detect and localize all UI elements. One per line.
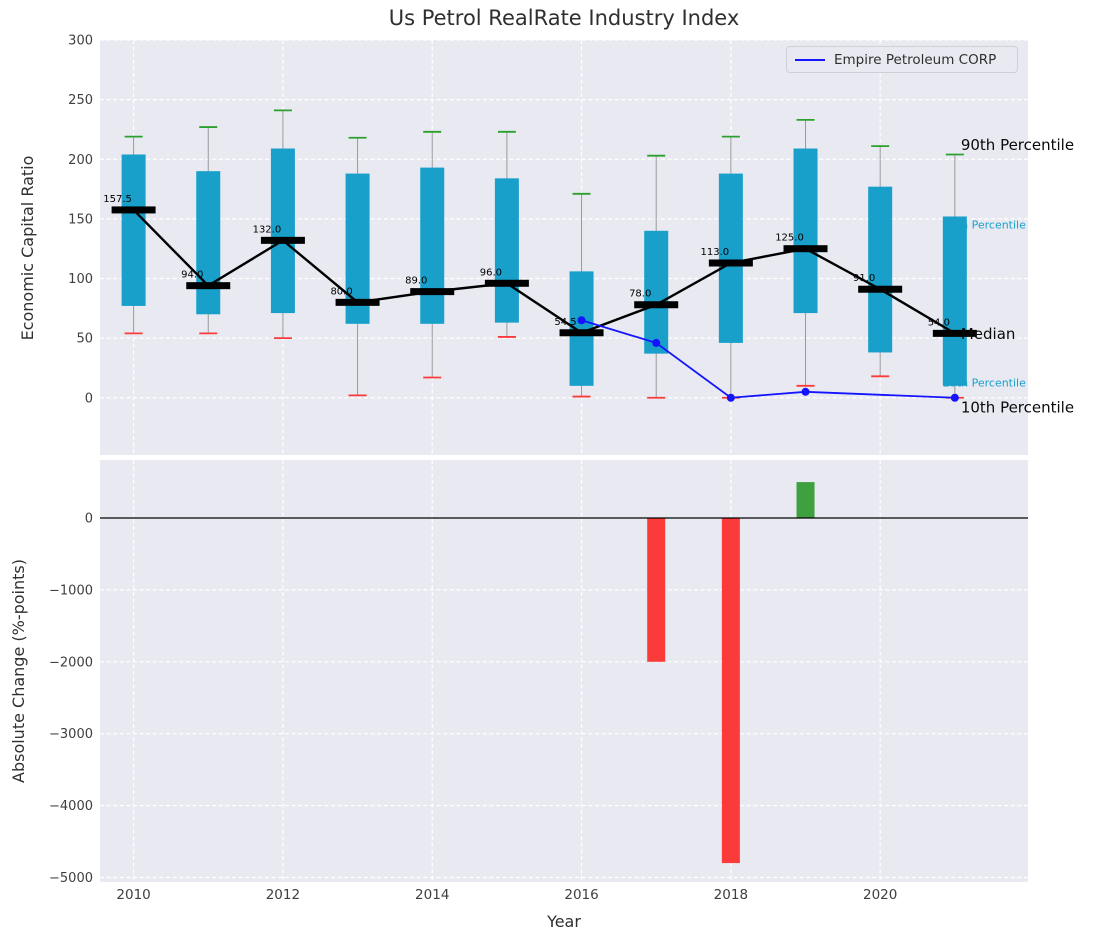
- bottom-y-axis-label: Absolute Change (%-points): [9, 559, 28, 783]
- median-value-label-2019: 125.0: [775, 233, 804, 244]
- bottom-y-tick-label: 0: [85, 512, 93, 527]
- change-bar-2018: [721, 518, 740, 864]
- x-tick-label: 2020: [863, 887, 897, 903]
- bottom-y-tick-label: −2000: [49, 655, 93, 670]
- annotation-75th-percentile: 75th Percentile: [943, 219, 1026, 232]
- bottom-y-tick-label: −5000: [49, 871, 93, 886]
- empire-marker-2016: [577, 316, 586, 325]
- annotation-median: Median: [961, 325, 1016, 343]
- median-marker-2020: [858, 285, 903, 293]
- median-value-label-2021: 54.0: [928, 317, 950, 328]
- median-value-label-2016: 54.5: [554, 317, 576, 328]
- top-y-tick-label: 0: [85, 391, 93, 406]
- iqr-box-2013: [345, 173, 370, 324]
- median-value-label-2012: 132.0: [253, 224, 282, 235]
- iqr-box-2011: [196, 171, 221, 315]
- legend-line-sample: [795, 58, 825, 61]
- annotation-10th-percentile: 10th Percentile: [961, 399, 1074, 417]
- bottom-y-tick-label: −1000: [49, 583, 93, 598]
- x-tick-label: 2010: [116, 887, 150, 903]
- top-y-tick-label: 100: [68, 272, 93, 287]
- empire-marker-2017: [652, 338, 661, 347]
- iqr-box-2017: [644, 230, 669, 354]
- x-tick-label: 2018: [714, 887, 748, 903]
- change-bar-2019: [796, 482, 815, 519]
- median-marker-2011: [186, 282, 231, 290]
- median-value-label-2011: 94.0: [181, 270, 203, 281]
- change-bar-2017: [647, 518, 666, 662]
- x-axis-label: Year: [547, 912, 581, 931]
- iqr-box-2015: [494, 178, 519, 323]
- empire-marker-2019: [801, 387, 810, 396]
- median-marker-2010: [111, 206, 156, 214]
- median-marker-2014: [410, 288, 455, 296]
- median-marker-2019: [783, 245, 828, 253]
- median-marker-2016: [559, 329, 604, 337]
- median-marker-2013: [335, 298, 380, 306]
- median-value-label-2013: 80.0: [330, 286, 352, 297]
- median-value-label-2020: 91.0: [853, 273, 875, 284]
- legend-label: Empire Petroleum CORP: [834, 51, 997, 68]
- median-value-label-2014: 89.0: [405, 276, 427, 287]
- top-y-axis-label: Economic Capital Ratio: [18, 155, 37, 341]
- empire-marker-2021: [950, 393, 959, 402]
- x-tick-label: 2016: [564, 887, 598, 903]
- median-value-label-2015: 96.0: [480, 267, 502, 278]
- top-y-tick-label: 300: [68, 34, 93, 49]
- median-value-label-2017: 78.0: [629, 289, 651, 300]
- median-marker-2018: [708, 259, 753, 267]
- iqr-box-2019: [793, 148, 818, 314]
- iqr-box-2012: [270, 148, 295, 314]
- median-marker-2012: [260, 236, 305, 244]
- iqr-box-2010: [121, 154, 146, 306]
- legend: Empire Petroleum CORP: [786, 46, 1018, 73]
- top-y-tick-label: 150: [68, 212, 93, 227]
- median-marker-2015: [484, 279, 529, 287]
- iqr-box-2021: [942, 216, 967, 386]
- median-marker-2021: [932, 329, 977, 337]
- x-tick-label: 2012: [266, 887, 300, 903]
- empire-marker-2018: [726, 393, 735, 402]
- annotation-90th-percentile: 90th Percentile: [961, 136, 1074, 154]
- iqr-box-2020: [868, 186, 893, 353]
- iqr-box-2014: [420, 167, 445, 324]
- x-tick-label: 2014: [415, 887, 449, 903]
- bottom-y-tick-label: −4000: [49, 799, 93, 814]
- median-value-label-2010: 157.5: [103, 194, 132, 205]
- chart-title: Us Petrol RealRate Industry Index: [388, 6, 740, 30]
- annotation-25th-percentile: 25th Percentile: [943, 377, 1026, 390]
- median-value-label-2018: 113.0: [701, 247, 730, 258]
- iqr-box-2018: [718, 173, 743, 343]
- median-marker-2017: [634, 301, 679, 309]
- top-y-tick-label: 50: [76, 332, 93, 347]
- bottom-axes-background: [100, 460, 1028, 882]
- median-line: [132, 209, 956, 335]
- top-y-tick-label: 250: [68, 93, 93, 108]
- top-y-tick-label: 200: [68, 153, 93, 168]
- bottom-y-tick-label: −3000: [49, 727, 93, 742]
